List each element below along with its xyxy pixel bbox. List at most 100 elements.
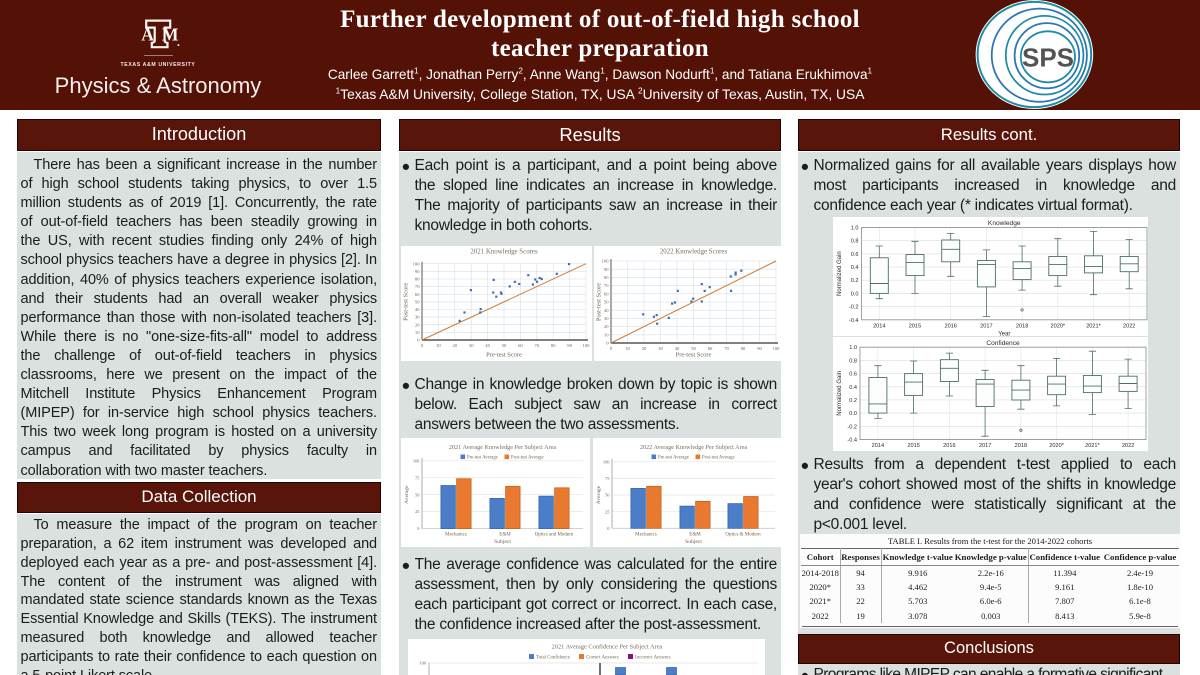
svg-text:60: 60 <box>415 292 420 297</box>
svg-text:20: 20 <box>415 322 420 327</box>
svg-text:30: 30 <box>604 316 609 321</box>
svg-text:Optics and Modern: Optics and Modern <box>535 533 574 538</box>
svg-text:75: 75 <box>415 475 420 480</box>
svg-text:70: 70 <box>724 346 729 351</box>
svg-text:2017: 2017 <box>979 443 991 449</box>
svg-text:Subject: Subject <box>494 539 511 545</box>
svg-text:0: 0 <box>421 343 424 348</box>
svg-text:2016: 2016 <box>944 323 956 329</box>
svg-text:70: 70 <box>604 283 609 288</box>
svg-text:Pre-test Average: Pre-test Average <box>467 456 498 461</box>
svg-text:0.4: 0.4 <box>849 385 857 391</box>
svg-text:2018: 2018 <box>1015 443 1027 449</box>
svg-text:10: 10 <box>604 332 609 337</box>
svg-text:2015: 2015 <box>909 323 921 329</box>
svg-text:Mechanics: Mechanics <box>445 533 467 538</box>
svg-text:Correct Answers: Correct Answers <box>586 655 619 660</box>
svg-text:A: A <box>141 25 154 45</box>
svg-text:0.2: 0.2 <box>851 278 859 284</box>
svg-text:2021 Average Knowledge Per Sub: 2021 Average Knowledge Per Subject Area <box>449 444 557 451</box>
svg-text:0: 0 <box>417 526 420 531</box>
svg-text:0.6: 0.6 <box>849 372 857 378</box>
svg-text:Pre-test Average: Pre-test Average <box>658 456 689 461</box>
svg-text:SPS: SPS <box>1022 43 1074 73</box>
svg-text:2016: 2016 <box>943 443 955 449</box>
svg-text:40: 40 <box>675 346 680 351</box>
svg-text:0.0: 0.0 <box>849 411 857 417</box>
svg-text:Pre-test Score: Pre-test Score <box>486 352 522 359</box>
svg-text:0.0: 0.0 <box>851 291 859 297</box>
svg-text:100: 100 <box>419 661 426 666</box>
svg-text:100: 100 <box>603 459 610 464</box>
svg-text:10: 10 <box>625 346 630 351</box>
svg-text:Average: Average <box>404 485 410 504</box>
svg-text:E&M: E&M <box>499 533 511 538</box>
svg-text:1.0: 1.0 <box>849 345 857 351</box>
svg-text:2021 Knowledge Scores: 2021 Knowledge Scores <box>470 249 538 256</box>
svg-text:-0.4: -0.4 <box>847 438 857 444</box>
svg-text:2022 Average Knowledge Per Sub: 2022 Average Knowledge Per Subject Area <box>640 444 748 451</box>
svg-text:Optics & Modern: Optics & Modern <box>725 532 761 537</box>
svg-text:100: 100 <box>413 458 420 463</box>
svg-text:0.4: 0.4 <box>851 265 859 271</box>
svg-text:50: 50 <box>691 346 696 351</box>
svg-text:0.8: 0.8 <box>849 358 857 364</box>
svg-text:2021*: 2021* <box>1086 323 1101 329</box>
svg-text:Post-test Score: Post-test Score <box>596 283 603 321</box>
svg-text:Confidence: Confidence <box>986 340 1020 347</box>
svg-text:-0.2: -0.2 <box>849 305 859 311</box>
svg-text:2014: 2014 <box>873 323 885 329</box>
svg-text:Knowledge: Knowledge <box>988 220 1021 227</box>
svg-text:20: 20 <box>453 343 458 348</box>
svg-text:10: 10 <box>415 330 420 335</box>
svg-text:2018: 2018 <box>1016 323 1028 329</box>
svg-text:50: 50 <box>502 343 507 348</box>
svg-text:25: 25 <box>415 509 420 514</box>
svg-text:75: 75 <box>605 476 610 481</box>
svg-text:0.2: 0.2 <box>849 398 857 404</box>
svg-text:Post-test Average: Post-test Average <box>511 456 544 461</box>
svg-text:Subject: Subject <box>685 539 702 545</box>
svg-text:80: 80 <box>604 275 609 280</box>
svg-text:50: 50 <box>604 300 609 305</box>
svg-text:2014: 2014 <box>872 443 884 449</box>
svg-text:Pre-test Score: Pre-test Score <box>676 352 712 359</box>
svg-text:90: 90 <box>567 343 572 348</box>
svg-text:30: 30 <box>469 343 474 348</box>
svg-text:2022: 2022 <box>1123 323 1135 329</box>
svg-text:-0.2: -0.2 <box>847 424 857 430</box>
svg-text:2015: 2015 <box>907 443 919 449</box>
svg-text:100: 100 <box>773 346 781 351</box>
svg-text:2021 Average Confidence Per Su: 2021 Average Confidence Per Subject Area <box>552 644 663 651</box>
svg-text:2022: 2022 <box>1122 443 1134 449</box>
svg-text:60: 60 <box>518 343 523 348</box>
svg-text:30: 30 <box>658 346 663 351</box>
svg-text:40: 40 <box>415 307 420 312</box>
svg-text:80: 80 <box>551 343 556 348</box>
svg-text:20: 20 <box>604 324 609 329</box>
svg-text:E&M: E&M <box>689 532 701 537</box>
svg-text:Normalized Gain: Normalized Gain <box>837 371 843 416</box>
svg-text:0: 0 <box>607 526 610 531</box>
svg-text:0.6: 0.6 <box>851 252 859 258</box>
svg-text:100: 100 <box>413 261 421 266</box>
svg-text:Post-test Average: Post-test Average <box>702 456 735 461</box>
svg-text:2022 Knowledge Scores: 2022 Knowledge Scores <box>660 249 728 256</box>
svg-text:50: 50 <box>415 492 420 497</box>
svg-text:50: 50 <box>605 493 610 498</box>
svg-text:0: 0 <box>606 341 609 346</box>
svg-text:Normalized Gain: Normalized Gain <box>837 251 843 296</box>
svg-text:Post-test Score: Post-test Score <box>403 283 410 321</box>
svg-text:60: 60 <box>708 346 713 351</box>
svg-text:40: 40 <box>485 343 490 348</box>
svg-text:0.8: 0.8 <box>851 239 859 245</box>
svg-text:90: 90 <box>415 269 420 274</box>
svg-text:30: 30 <box>415 315 420 320</box>
svg-text:25: 25 <box>605 509 610 514</box>
svg-text:2021*: 2021* <box>1085 443 1100 449</box>
svg-text:70: 70 <box>535 343 540 348</box>
svg-text:100: 100 <box>602 259 610 264</box>
svg-text:Mechanics: Mechanics <box>635 532 657 537</box>
svg-text:1.0: 1.0 <box>851 226 859 232</box>
svg-text:50: 50 <box>415 300 420 305</box>
